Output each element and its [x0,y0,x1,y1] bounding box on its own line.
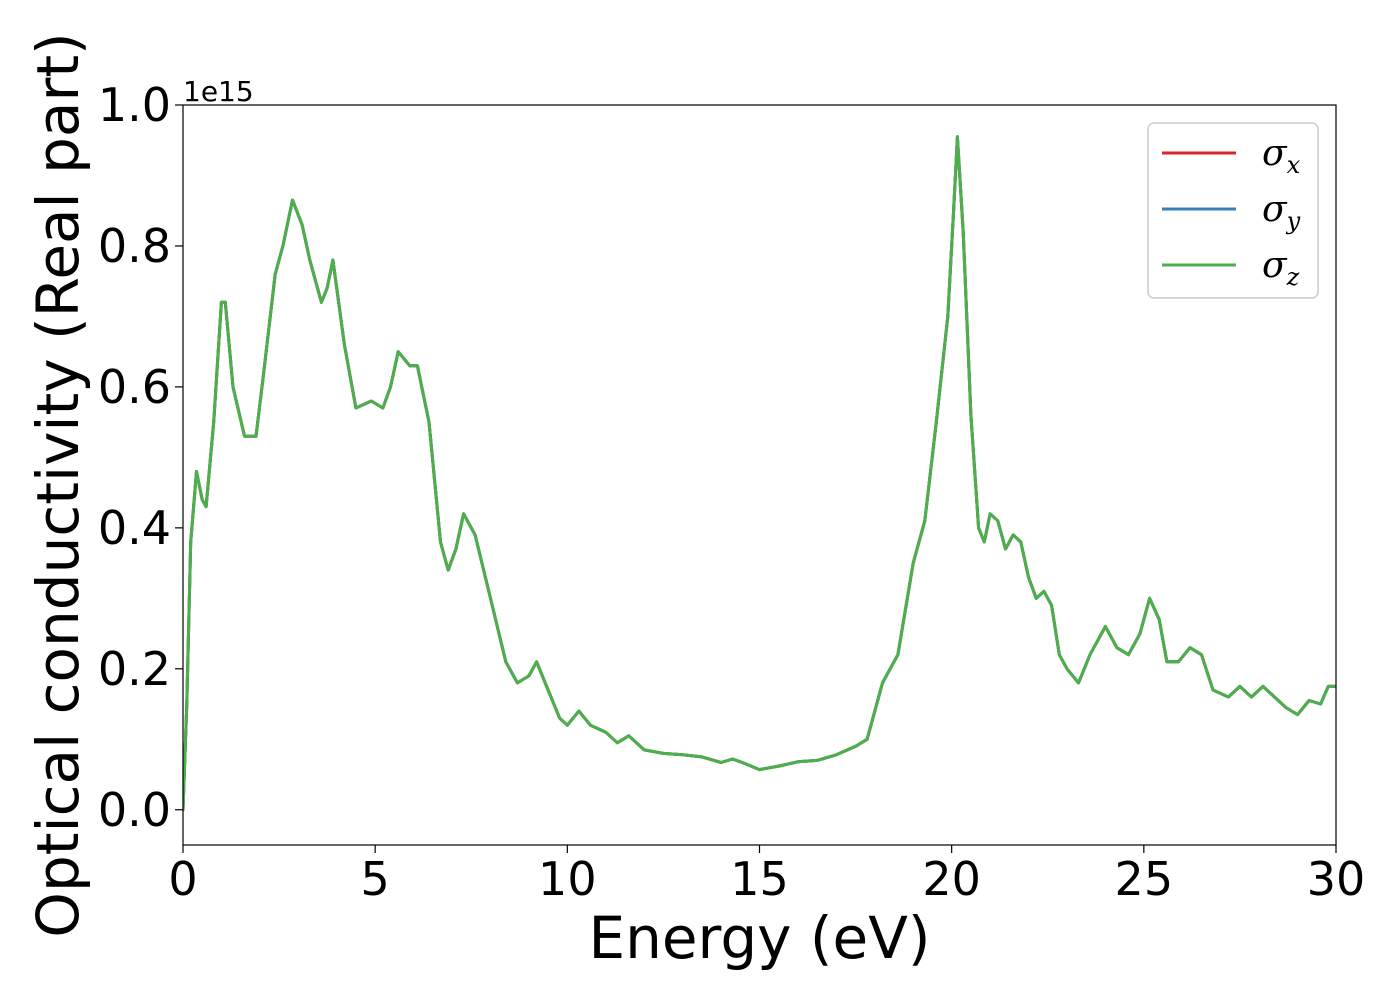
x-tick-label: 0 [168,852,197,906]
y-tick-label: 1.0 [98,78,171,132]
x-tick-label: 20 [922,852,981,906]
series-layer [183,135,1336,812]
y-tick-label: 0.2 [98,642,171,696]
y-offset-label: 1e15 [183,75,254,108]
x-axis: 0 5 10 15 20 25 30 [168,845,1365,906]
x-axis-label: Energy (eV) [588,904,930,972]
y-tick-label: 0.0 [98,783,171,837]
x-tick-label: 15 [730,852,789,906]
y-tick-label: 0.6 [98,360,171,414]
x-tick-label: 5 [361,852,390,906]
y-axis-label: Optical conductivity (Real part) [24,32,92,937]
x-tick-label: 25 [1115,852,1174,906]
series-line-z [183,135,1336,812]
y-axis: 0.0 0.2 0.4 0.6 0.8 1.0 [98,78,183,837]
y-tick-label: 0.4 [98,501,171,555]
y-tick-label: 0.8 [98,219,171,273]
x-tick-label: 10 [538,852,597,906]
x-tick-label: 30 [1307,852,1366,906]
